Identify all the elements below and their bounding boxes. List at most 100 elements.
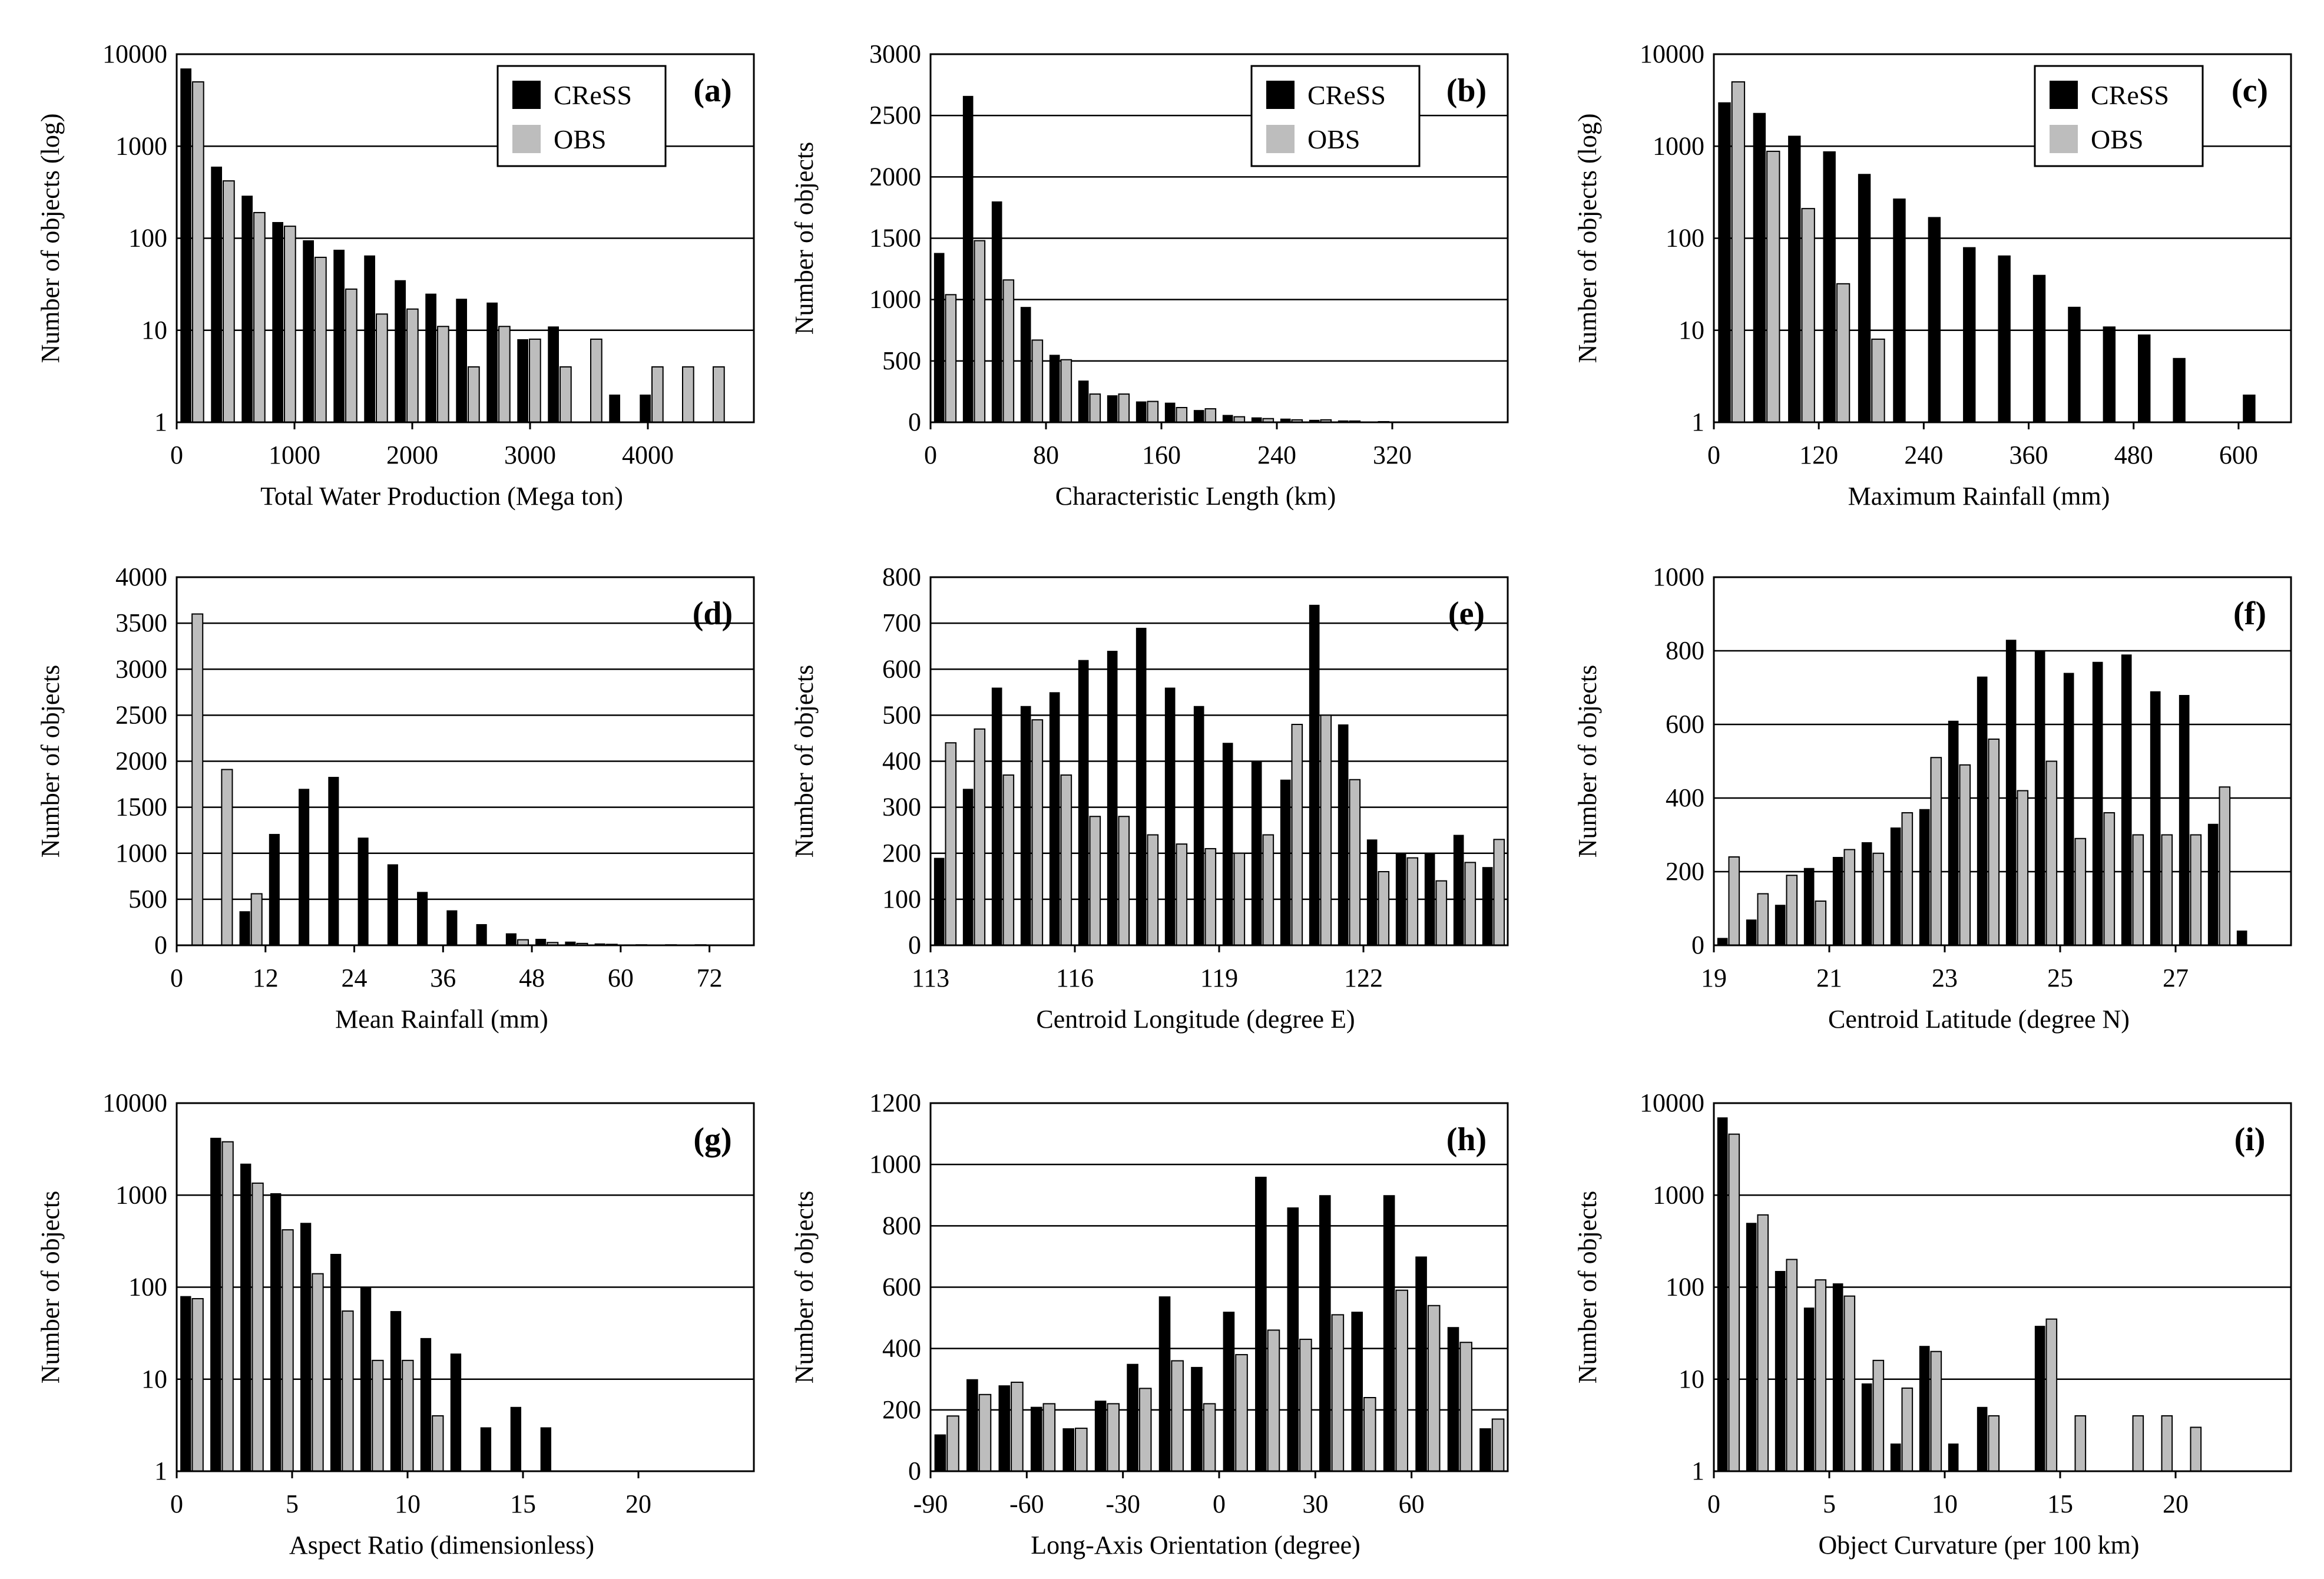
bar-h-cress-5 [1094, 1401, 1107, 1471]
ytick-label-h-2: 400 [882, 1334, 921, 1363]
ytick-label-e-5: 500 [882, 700, 921, 729]
bar-e-cress-18 [1453, 835, 1464, 945]
bar-g-cress-10 [480, 1427, 492, 1471]
bar-h-obs-13 [1363, 1397, 1376, 1472]
plot-frame-d [176, 576, 755, 946]
chart-panel-i: 1 10 100 1000 10000 0 5 10 15 20 Object Curvature … [1573, 1088, 2292, 1560]
xtick-label-g-4: 20 [625, 1489, 651, 1518]
ytick-label-d-7: 3500 [115, 608, 167, 637]
xtick-label-f-4: 27 [2163, 964, 2189, 992]
x-axis-label-e: Centroid Longitude (degree E) [1036, 1005, 1355, 1034]
bar-a-cress-5 [333, 250, 345, 422]
xtick-label-c-4: 480 [2114, 441, 2153, 469]
bar-b-cress-6 [1107, 395, 1118, 422]
xtick-label-g-2: 10 [395, 1489, 421, 1518]
legend-label-b-cress: CReSS [1307, 80, 1386, 110]
ytick-label-e-1: 100 [882, 885, 921, 913]
bar-i-cress-2 [1775, 1270, 1786, 1471]
bar-e-cress-3 [1020, 706, 1031, 945]
legend-swatch-a-obs [512, 125, 541, 153]
plot-frame-f [1713, 576, 2292, 946]
bar-b-obs-3 [1031, 339, 1044, 423]
bar-h-obs-10 [1267, 1329, 1280, 1472]
ytick-label-d-0: 0 [154, 931, 167, 959]
ytick-label-a-4: 10000 [102, 39, 167, 68]
x-axis-label-b: Characteristic Length (km) [1055, 482, 1336, 511]
bar-f-obs-1 [1757, 893, 1769, 946]
ytick-label-g-1: 10 [141, 1365, 167, 1393]
bar-i-obs-3 [1815, 1279, 1827, 1472]
xtick-label-c-3: 360 [2010, 441, 2048, 469]
bar-a-cress-2 [241, 196, 253, 422]
bar-d-cress-12 [535, 939, 547, 945]
bar-f-obs-17 [2219, 786, 2231, 946]
xtick-label-i-1: 5 [1823, 1489, 1836, 1518]
bar-e-cress-13 [1309, 604, 1320, 945]
bar-c-cress-0 [1718, 102, 1731, 422]
bar-f-cress-16 [2179, 695, 2190, 945]
legend-swatch-c-cress [2050, 81, 2078, 109]
bar-f-cress-7 [1919, 809, 1930, 945]
bar-b-cress-8 [1164, 402, 1176, 422]
bar-e-obs-18 [1464, 862, 1476, 946]
bar-b-obs-9 [1204, 408, 1217, 423]
y-axis-label-d: Number of objects [36, 665, 65, 858]
panel-label-d: (d) [693, 595, 733, 632]
bar-d-obs-2 [250, 893, 263, 946]
panel-label-a: (a) [693, 72, 731, 109]
bar-h-cress-8 [1191, 1366, 1203, 1471]
bar-a-cress-9 [456, 299, 467, 422]
ytick-label-h-1: 200 [882, 1395, 921, 1424]
panel-label-f: (f) [2233, 595, 2266, 632]
bar-f-cress-8 [1948, 720, 1959, 945]
bar-f-cress-10 [2005, 640, 2017, 945]
xtick-label-h-4: 30 [1302, 1489, 1328, 1518]
bar-i-obs-1 [1757, 1214, 1769, 1472]
chart-panel-d: 0 500 1000 1500 2000 2500 3000 3500 4000 0 12 24 36 4… [36, 562, 755, 1034]
bar-a-obs-1 [223, 180, 235, 423]
bar-a-obs-13 [590, 338, 602, 423]
xtick-label-g-1: 5 [286, 1489, 299, 1518]
bar-e-obs-16 [1406, 857, 1419, 946]
bar-c-cress-1 [1753, 112, 1766, 422]
bar-c-cress-11 [2103, 326, 2116, 422]
ytick-label-d-5: 2500 [115, 700, 167, 729]
bar-i-obs-2 [1786, 1259, 1798, 1472]
bar-b-obs-0 [945, 294, 957, 423]
bar-b-cress-11 [1251, 417, 1262, 422]
ytick-label-c-4: 10000 [1640, 39, 1704, 68]
bar-h-cress-2 [998, 1385, 1011, 1471]
bar-h-cress-11 [1287, 1207, 1299, 1471]
x-axis-label-a: Total Water Production (Mega ton) [260, 482, 623, 511]
chart-panel-a: 1 10 100 1000 10000 0 1000 2000 3000 4000 Total Wa… [36, 39, 755, 511]
xtick-label-b-3: 240 [1257, 441, 1296, 469]
bar-f-cress-18 [2236, 931, 2247, 945]
bar-b-cress-14 [1338, 420, 1349, 422]
ytick-label-f-3: 600 [1666, 710, 1704, 739]
ytick-label-a-2: 100 [128, 224, 167, 253]
xtick-label-h-0: -90 [913, 1489, 948, 1518]
bar-h-obs-4 [1075, 1428, 1088, 1472]
bar-e-obs-12 [1291, 724, 1303, 946]
bar-a-cress-6 [364, 255, 375, 422]
ytick-label-f-4: 800 [1666, 636, 1704, 665]
bar-b-cress-4 [1049, 355, 1060, 422]
bar-a-cress-12 [548, 326, 559, 422]
bar-f-obs-7 [1930, 757, 1942, 946]
ytick-label-a-3: 1000 [115, 131, 167, 160]
panel-label-b: (b) [1446, 72, 1487, 109]
chart-panel-c: 1 10 100 1000 10000 0 120 240 360 480 600 Maximum R… [1573, 39, 2292, 511]
legend-swatch-a-cress [512, 81, 541, 109]
bar-g-cress-4 [300, 1223, 312, 1471]
xtick-label-i-4: 20 [2163, 1489, 2189, 1518]
bar-i-obs-14 [2132, 1415, 2144, 1472]
ytick-label-e-4: 400 [882, 747, 921, 776]
bar-f-cress-1 [1746, 919, 1757, 945]
xtick-label-f-1: 21 [1816, 964, 1842, 992]
bar-i-cress-11 [2034, 1326, 2045, 1471]
y-axis-label-c: Number of objects (log) [1573, 114, 1602, 363]
ytick-label-b-4: 2000 [869, 162, 921, 191]
bar-a-cress-1 [211, 166, 222, 422]
bar-b-cress-9 [1193, 410, 1204, 422]
bar-c-obs-2 [1801, 208, 1815, 423]
